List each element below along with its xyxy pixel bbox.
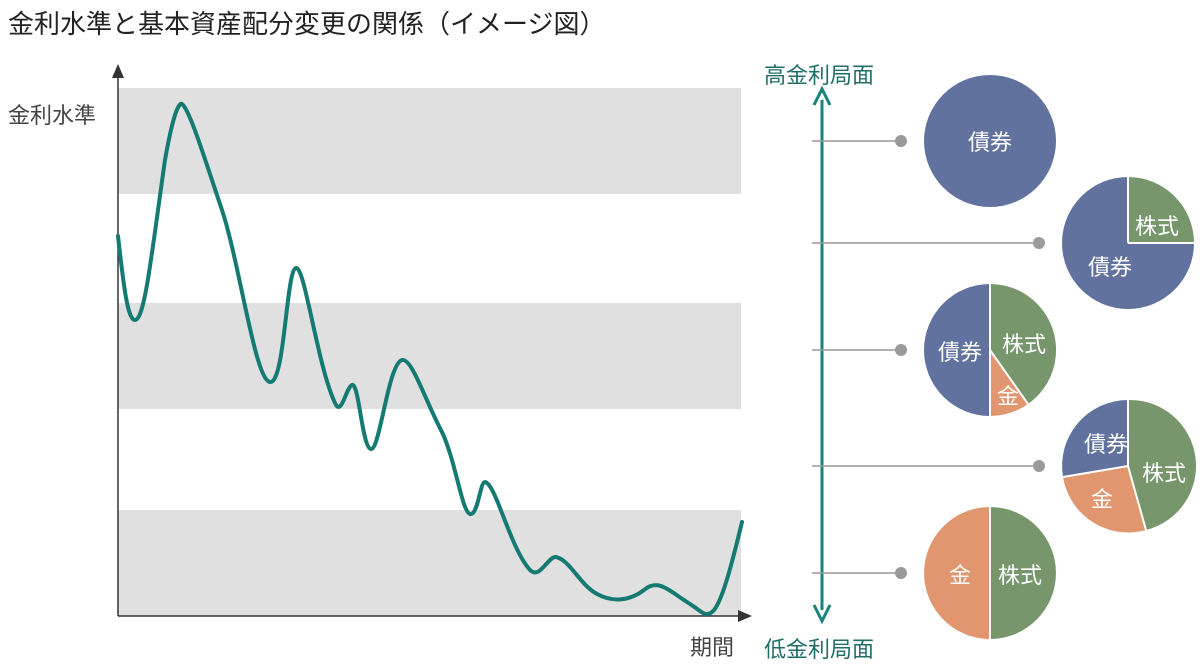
pie2-stock-slice: [1128, 177, 1194, 243]
pie4-divider-3: [1062, 465, 1129, 478]
pie4-divider-2: [1127, 465, 1147, 531]
band-1: [118, 88, 741, 194]
allocation-pie-high-2: 株式 債券: [1062, 177, 1194, 309]
allocation-pie-high-1: 債券: [924, 75, 1056, 207]
pie5-stock-slice: [990, 507, 1056, 639]
connector-dot-2: [1033, 237, 1045, 249]
pie4-stock-slice: [1128, 399, 1196, 530]
connectors: [812, 135, 1045, 579]
pie2-bond-label: 債券: [1088, 256, 1132, 281]
band-2: [118, 303, 741, 409]
pie4-bond-slice: [1062, 400, 1128, 477]
x-axis-arrowhead: [738, 610, 752, 622]
pie3-bond-label: 債券: [938, 341, 982, 366]
chart-bands: [118, 88, 741, 616]
diagram-title: 金利水準と基本資産配分変更の関係（イメージ図）: [8, 10, 606, 40]
pie3-gold-slice: [990, 350, 1028, 416]
phase-arrow-bottom-head: [812, 604, 832, 625]
allocation-pie-mid: 株式 債券 金: [924, 283, 1057, 416]
rate-phase-arrow: [812, 85, 832, 625]
pie4-bond-label: 債券: [1084, 433, 1128, 458]
pie3-divider-2: [989, 349, 1029, 405]
interest-rate-curve: [116, 101, 744, 617]
y-axis-label: 金利水準: [8, 104, 96, 129]
pie3-gold-label: 金: [997, 385, 1019, 410]
low-rate-label: 低金利局面: [764, 638, 874, 663]
pie1-bond-label: 債券: [968, 131, 1012, 156]
band-3: [118, 510, 741, 616]
pie4-gold-slice: [1063, 466, 1146, 533]
pie5-stock-label: 株式: [998, 564, 1042, 589]
y-axis-arrowhead: [112, 64, 124, 78]
connector-dot-5: [895, 567, 907, 579]
connector-dot-4: [1033, 460, 1045, 472]
pie3-stock-slice: [990, 283, 1057, 404]
pie1-bond-slice: [924, 75, 1056, 207]
pie2-stock-label: 株式: [1135, 215, 1179, 240]
pie4-gold-label: 金: [1091, 488, 1113, 513]
x-axis-label: 期間: [690, 636, 734, 661]
phase-arrow-top-head: [812, 85, 832, 106]
pie5-gold-label: 金: [949, 564, 971, 589]
chart-axes: [112, 64, 752, 622]
allocation-pie-low-1: 金 株式: [924, 507, 1056, 639]
pie4-stock-label: 株式: [1142, 462, 1186, 487]
pie3-bond-slice: [924, 284, 990, 416]
allocation-pie-low-2: 債券 株式 金: [1062, 399, 1196, 533]
pie3-stock-label: 株式: [1002, 333, 1046, 358]
high-rate-label: 高金利局面: [764, 64, 874, 89]
connector-dot-1: [895, 135, 907, 147]
connector-dot-3: [895, 344, 907, 356]
pie5-gold-slice: [924, 507, 990, 639]
